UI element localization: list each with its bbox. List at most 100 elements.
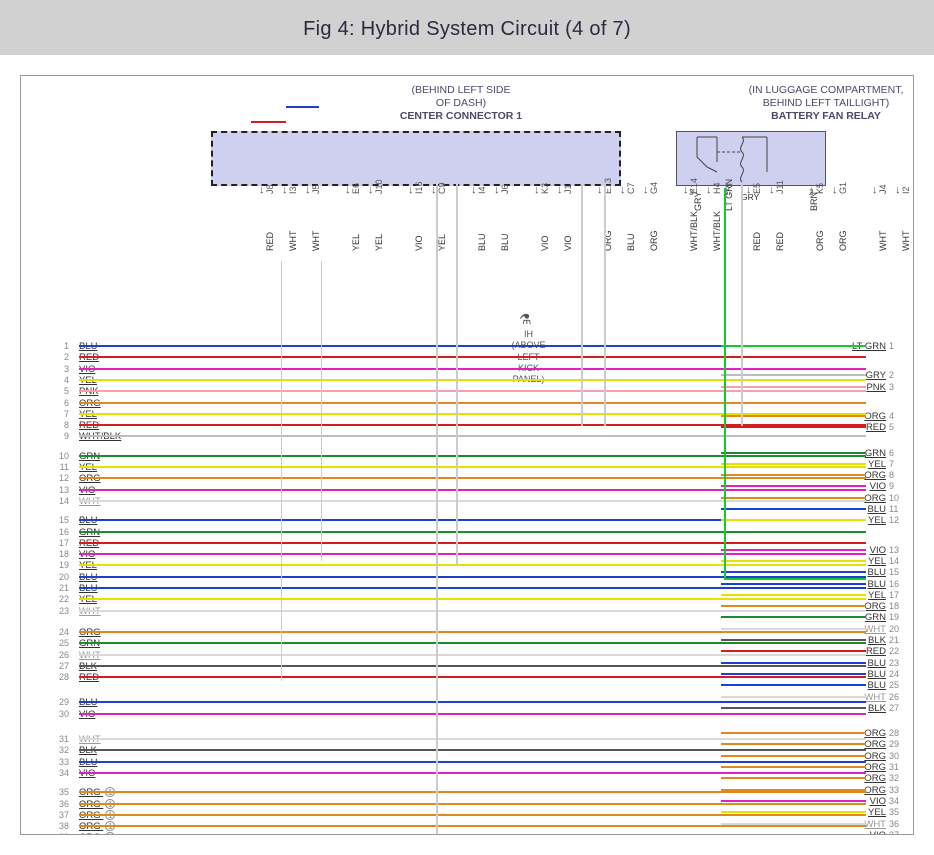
pin-id-I4: I4 <box>477 186 487 194</box>
wire-left-34 <box>79 772 866 774</box>
wire-left-37 <box>79 814 866 816</box>
left-row-number-9: 9 <box>53 431 69 441</box>
wire-left-11 <box>79 466 866 468</box>
wire-right-14 <box>721 560 866 562</box>
wire-left-38 <box>79 825 866 827</box>
pin-arrow-I4: ↓ <box>471 184 477 196</box>
left-row-number-16: 16 <box>53 527 69 537</box>
right-row-number-23: 23 <box>889 658 899 668</box>
wire-left-5 <box>79 390 866 392</box>
left-row-label-39: ORG 1 <box>79 832 115 835</box>
wire-left-16 <box>79 531 866 533</box>
right-row-number-6: 6 <box>889 448 894 458</box>
wire-left-29 <box>79 701 866 703</box>
relay-wire-label-gry: GRY <box>693 192 703 211</box>
relay-ltgrn-drop <box>724 188 726 578</box>
guide-wht1 <box>436 184 438 835</box>
pin-arrow-J11: ↓ <box>769 184 775 196</box>
pin-arrow-I3: ↓ <box>282 184 288 196</box>
pin-arrow-E13: ↓ <box>597 184 603 196</box>
pin-id-G4: G4 <box>649 182 659 194</box>
wire-right-33 <box>721 789 866 791</box>
wire-right-18 <box>721 605 866 607</box>
wire-left-4 <box>79 379 866 381</box>
wire-right-8 <box>721 474 866 476</box>
wire-left-30 <box>79 713 866 715</box>
right-row-number-37: 37 <box>889 830 899 835</box>
pin-id-E6: E6 <box>351 183 361 194</box>
pin-id-J4: J4 <box>878 184 888 194</box>
left-row-number-31: 31 <box>53 734 69 744</box>
pin-color-E14: WHT/BLK <box>689 211 699 251</box>
pin-arrow-H4: ↓ <box>706 184 712 196</box>
left-row-number-6: 6 <box>53 398 69 408</box>
right-row-number-33: 33 <box>889 785 899 795</box>
left-row-number-14: 14 <box>53 496 69 506</box>
pin-color-K5: ORG <box>815 230 825 251</box>
pin-id-I2: I2 <box>901 186 911 194</box>
pin-color-K3: VIO <box>540 235 550 251</box>
wire-right-7 <box>721 463 866 465</box>
wiring-diagram-frame: (BEHIND LEFT SIDE OF DASH) CENTER CONNEC… <box>20 75 914 835</box>
pin-color-J6: BLU <box>500 233 510 251</box>
wire-right-15 <box>721 571 866 573</box>
wire-left-3 <box>79 368 866 370</box>
left-row-number-7: 7 <box>53 409 69 419</box>
wire-left-10 <box>79 455 866 457</box>
left-row-number-3: 3 <box>53 364 69 374</box>
pin-arrow-I16: ↓ <box>408 184 414 196</box>
wire-left-33 <box>79 761 866 763</box>
pin-color-I4: BLU <box>477 233 487 251</box>
wire-left-22 <box>79 598 866 600</box>
left-row-number-26: 26 <box>53 650 69 660</box>
wire-left-27 <box>79 665 866 667</box>
left-row-number-30: 30 <box>53 709 69 719</box>
wire-right-9 <box>721 485 866 487</box>
right-row-number-18: 18 <box>889 601 899 611</box>
left-row-number-35: 35 <box>53 787 69 797</box>
wire-left-2 <box>79 356 866 358</box>
pin-id-I16: I16 <box>414 181 424 194</box>
right-row-number-27: 27 <box>889 703 899 713</box>
left-row-number-18: 18 <box>53 549 69 559</box>
pin-arrow-J5: ↓ <box>305 184 311 196</box>
right-row-number-7: 7 <box>889 459 894 469</box>
right-row-number-3: 3 <box>889 382 894 392</box>
wire-right-31 <box>721 766 866 768</box>
pin-arrow-C7: ↓ <box>620 184 626 196</box>
wire-left-28 <box>79 676 866 678</box>
left-row-number-15: 15 <box>53 515 69 525</box>
left-row-number-34: 34 <box>53 768 69 778</box>
wire-right-28 <box>721 732 866 734</box>
route-top-2 <box>251 121 286 123</box>
right-row-number-17: 17 <box>889 590 899 600</box>
pin-color-I16: VIO <box>414 235 424 251</box>
wire-left-18 <box>79 553 866 555</box>
guide-wht4 <box>604 184 606 426</box>
pin-color-H4: WHT/BLK <box>712 211 722 251</box>
left-row-number-13: 13 <box>53 485 69 495</box>
pin-arrow-J8: ↓ <box>259 184 265 196</box>
right-row-number-16: 16 <box>889 579 899 589</box>
right-row-number-12: 12 <box>889 515 899 525</box>
pin-color-I2: WHT <box>901 231 911 252</box>
left-row-number-28: 28 <box>53 672 69 682</box>
right-row-number-24: 24 <box>889 669 899 679</box>
pin-color-J10: YEL <box>374 234 384 251</box>
wire-left-35 <box>79 791 866 793</box>
wire-right-11 <box>721 508 866 510</box>
wire-right-35 <box>721 811 866 813</box>
vertical-guide-2 <box>321 261 322 561</box>
wire-right-19 <box>721 616 866 618</box>
wire-right-27 <box>721 707 866 709</box>
pin-id-J6: J6 <box>500 184 510 194</box>
page-title: Fig 4: Hybrid System Circuit (4 of 7) <box>0 18 934 41</box>
right-row-number-8: 8 <box>889 470 894 480</box>
right-row-number-20: 20 <box>889 624 899 634</box>
left-row-number-5: 5 <box>53 386 69 396</box>
wire-left-26 <box>79 654 866 656</box>
pin-id-J1: J1 <box>563 184 573 194</box>
right-row-number-26: 26 <box>889 692 899 702</box>
right-row-number-19: 19 <box>889 612 899 622</box>
wire-right-37 <box>721 834 866 835</box>
